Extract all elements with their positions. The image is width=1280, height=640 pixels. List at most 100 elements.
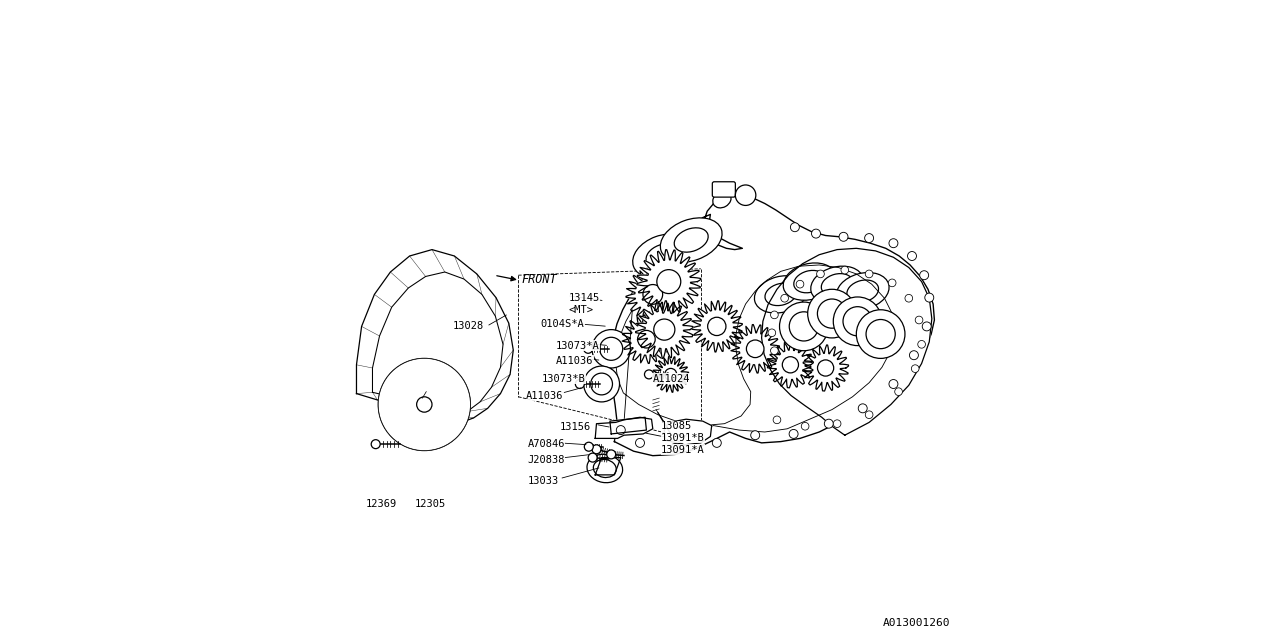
- Circle shape: [385, 365, 463, 444]
- Circle shape: [584, 366, 620, 402]
- Circle shape: [735, 185, 755, 205]
- Text: A11024: A11024: [653, 374, 690, 384]
- Text: J20838: J20838: [527, 454, 564, 465]
- Ellipse shape: [754, 276, 808, 313]
- Text: A11036: A11036: [556, 356, 593, 366]
- Circle shape: [817, 270, 824, 278]
- Ellipse shape: [632, 234, 692, 278]
- Ellipse shape: [588, 454, 622, 483]
- Circle shape: [791, 223, 799, 232]
- Text: 13073*B: 13073*B: [543, 374, 586, 384]
- Ellipse shape: [783, 263, 836, 300]
- Circle shape: [812, 229, 820, 238]
- Circle shape: [859, 404, 868, 413]
- Circle shape: [771, 347, 778, 355]
- Circle shape: [654, 319, 675, 340]
- Circle shape: [584, 344, 593, 353]
- Circle shape: [671, 444, 680, 452]
- Polygon shape: [356, 250, 513, 425]
- Text: 0104S*A: 0104S*A: [540, 319, 585, 329]
- Circle shape: [801, 422, 809, 430]
- Polygon shape: [595, 417, 653, 438]
- Polygon shape: [691, 301, 742, 352]
- Ellipse shape: [794, 271, 826, 292]
- Polygon shape: [637, 250, 700, 314]
- Ellipse shape: [675, 228, 708, 252]
- Circle shape: [645, 370, 654, 379]
- Circle shape: [746, 340, 764, 358]
- Circle shape: [910, 351, 919, 360]
- Circle shape: [924, 293, 934, 302]
- Polygon shape: [762, 248, 932, 435]
- Polygon shape: [803, 345, 849, 391]
- Circle shape: [417, 397, 433, 412]
- Circle shape: [911, 365, 919, 372]
- Text: A11036: A11036: [526, 390, 563, 401]
- Circle shape: [657, 269, 681, 294]
- Circle shape: [380, 361, 468, 449]
- Circle shape: [708, 317, 726, 335]
- Circle shape: [643, 285, 663, 304]
- Circle shape: [600, 337, 623, 360]
- Circle shape: [379, 358, 471, 451]
- Text: A70846: A70846: [527, 439, 564, 449]
- Polygon shape: [636, 301, 692, 358]
- Ellipse shape: [594, 460, 616, 477]
- Circle shape: [410, 390, 438, 419]
- Circle shape: [833, 420, 841, 428]
- Polygon shape: [612, 195, 934, 456]
- Circle shape: [865, 234, 874, 243]
- Circle shape: [591, 373, 613, 395]
- Text: 13145: 13145: [568, 292, 599, 303]
- Circle shape: [584, 442, 594, 451]
- Circle shape: [865, 270, 873, 278]
- Polygon shape: [653, 356, 689, 392]
- Circle shape: [790, 312, 818, 341]
- Polygon shape: [731, 324, 780, 373]
- Circle shape: [607, 450, 616, 459]
- Text: 13028: 13028: [453, 321, 484, 332]
- Circle shape: [379, 358, 471, 451]
- Circle shape: [865, 411, 873, 419]
- Ellipse shape: [836, 273, 890, 310]
- Circle shape: [617, 426, 625, 435]
- Circle shape: [383, 363, 466, 446]
- Circle shape: [818, 360, 833, 376]
- Polygon shape: [768, 342, 813, 388]
- Circle shape: [867, 319, 895, 349]
- Circle shape: [895, 388, 902, 396]
- Text: FRONT: FRONT: [522, 273, 557, 286]
- Circle shape: [905, 294, 913, 302]
- Circle shape: [387, 367, 462, 442]
- Ellipse shape: [713, 191, 731, 208]
- Circle shape: [664, 369, 677, 380]
- Circle shape: [844, 307, 872, 336]
- Ellipse shape: [847, 280, 878, 302]
- Circle shape: [750, 431, 760, 440]
- Circle shape: [796, 280, 804, 288]
- Circle shape: [788, 429, 799, 438]
- Circle shape: [712, 438, 722, 447]
- Ellipse shape: [646, 244, 678, 268]
- Ellipse shape: [810, 266, 864, 303]
- Circle shape: [818, 299, 846, 328]
- Circle shape: [635, 438, 645, 447]
- Circle shape: [575, 380, 584, 388]
- Circle shape: [808, 289, 856, 338]
- Circle shape: [588, 453, 596, 462]
- Circle shape: [394, 375, 454, 434]
- Text: 13073*A: 13073*A: [556, 340, 599, 351]
- FancyBboxPatch shape: [712, 182, 735, 197]
- Text: 13033: 13033: [527, 476, 558, 486]
- Text: 13156: 13156: [559, 422, 590, 432]
- Circle shape: [841, 266, 849, 274]
- Ellipse shape: [765, 284, 796, 305]
- Circle shape: [782, 356, 799, 373]
- Circle shape: [890, 239, 899, 248]
- Circle shape: [417, 397, 433, 412]
- Circle shape: [890, 380, 899, 388]
- Circle shape: [768, 329, 776, 337]
- Circle shape: [833, 297, 882, 346]
- Polygon shape: [626, 268, 680, 321]
- Circle shape: [915, 316, 923, 324]
